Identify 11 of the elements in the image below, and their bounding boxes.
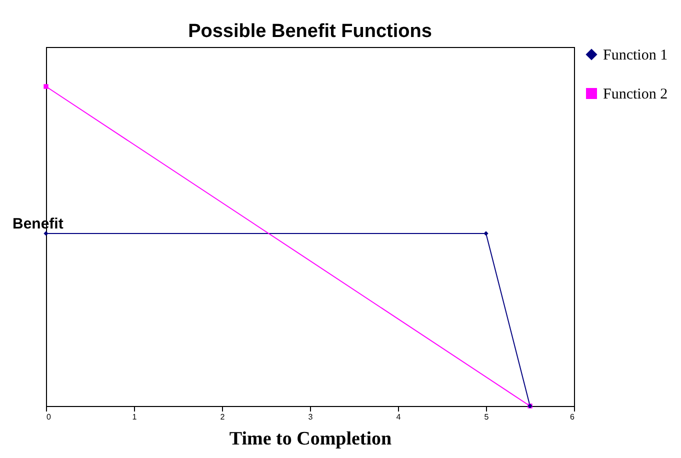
x-tick-label: 4 bbox=[396, 412, 402, 422]
x-tick-label: 0 bbox=[46, 412, 52, 422]
x-tick-label: 1 bbox=[132, 412, 138, 422]
x-axis-title: Time to Completion bbox=[229, 428, 392, 450]
x-tick-label: 5 bbox=[484, 412, 490, 422]
x-tick-label: 3 bbox=[308, 412, 314, 422]
legend-label: Function 2 bbox=[603, 86, 668, 102]
legend-label: Function 1 bbox=[603, 48, 668, 64]
x-tick-label: 6 bbox=[570, 412, 576, 422]
x-tick-label: 2 bbox=[220, 412, 226, 422]
chart-title: Possible Benefit Functions bbox=[188, 21, 432, 42]
